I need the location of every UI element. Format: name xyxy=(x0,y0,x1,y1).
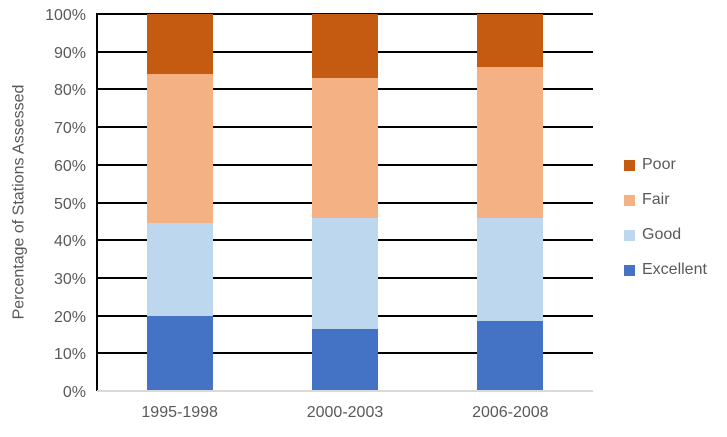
y-tick-label-40: 40% xyxy=(53,233,86,251)
bar-segment-2006-2008-fair xyxy=(477,66,544,218)
bar-segment-2006-2008-excellent xyxy=(477,321,544,391)
y-tick-label-70: 70% xyxy=(53,120,86,138)
bar-segment-1995-1998-good xyxy=(146,223,213,316)
bar-segment-2006-2008-poor xyxy=(477,14,544,67)
y-tick-label-10: 10% xyxy=(53,346,86,364)
legend-label: Fair xyxy=(642,191,670,208)
y-tick-label-50: 50% xyxy=(53,195,86,213)
y-tick-label-60: 60% xyxy=(53,157,86,175)
x-axis-line xyxy=(97,390,593,392)
legend-swatch-icon xyxy=(624,159,635,171)
legend-label: Excellent xyxy=(642,261,707,278)
bar-segment-2006-2008-good xyxy=(477,217,544,322)
legend-label: Poor xyxy=(642,156,676,173)
legend-item-good: Good xyxy=(624,226,707,244)
legend-item-poor: Poor xyxy=(624,156,707,174)
x-tick-label-2000-2003: 2000-2003 xyxy=(306,404,384,421)
y-tick-label-100: 100% xyxy=(45,7,86,24)
y-tick-label-20: 20% xyxy=(53,308,86,326)
bar-segment-2000-2003-fair xyxy=(312,78,378,218)
y-tick-label-30: 30% xyxy=(53,270,86,288)
legend-swatch-icon xyxy=(624,194,635,206)
bar-segment-2000-2003-poor xyxy=(312,14,378,79)
legend-item-excellent: Excellent xyxy=(624,261,707,279)
legend-label: Good xyxy=(642,226,682,243)
bar-segment-1995-1998-fair xyxy=(146,74,213,224)
bar-segment-2000-2003-good xyxy=(312,217,378,329)
bar-segment-1995-1998-poor xyxy=(146,14,213,75)
legend: Poor Fair Good Excellent xyxy=(624,156,707,279)
y-tick-label-90: 90% xyxy=(53,44,86,62)
bar-segment-2000-2003-excellent xyxy=(312,328,378,391)
y-axis-line xyxy=(96,13,98,391)
bar-segment-1995-1998-excellent xyxy=(146,315,213,391)
x-tick-label-2006-2008: 2006-2008 xyxy=(472,404,549,421)
x-tick-label-1995-1998: 1995-1998 xyxy=(141,404,218,421)
y-tick-label-80: 80% xyxy=(53,82,86,100)
legend-swatch-icon xyxy=(624,264,635,276)
y-tick-label-0: 0% xyxy=(62,384,86,401)
legend-item-fair: Fair xyxy=(624,191,707,209)
legend-swatch-icon xyxy=(624,229,635,241)
